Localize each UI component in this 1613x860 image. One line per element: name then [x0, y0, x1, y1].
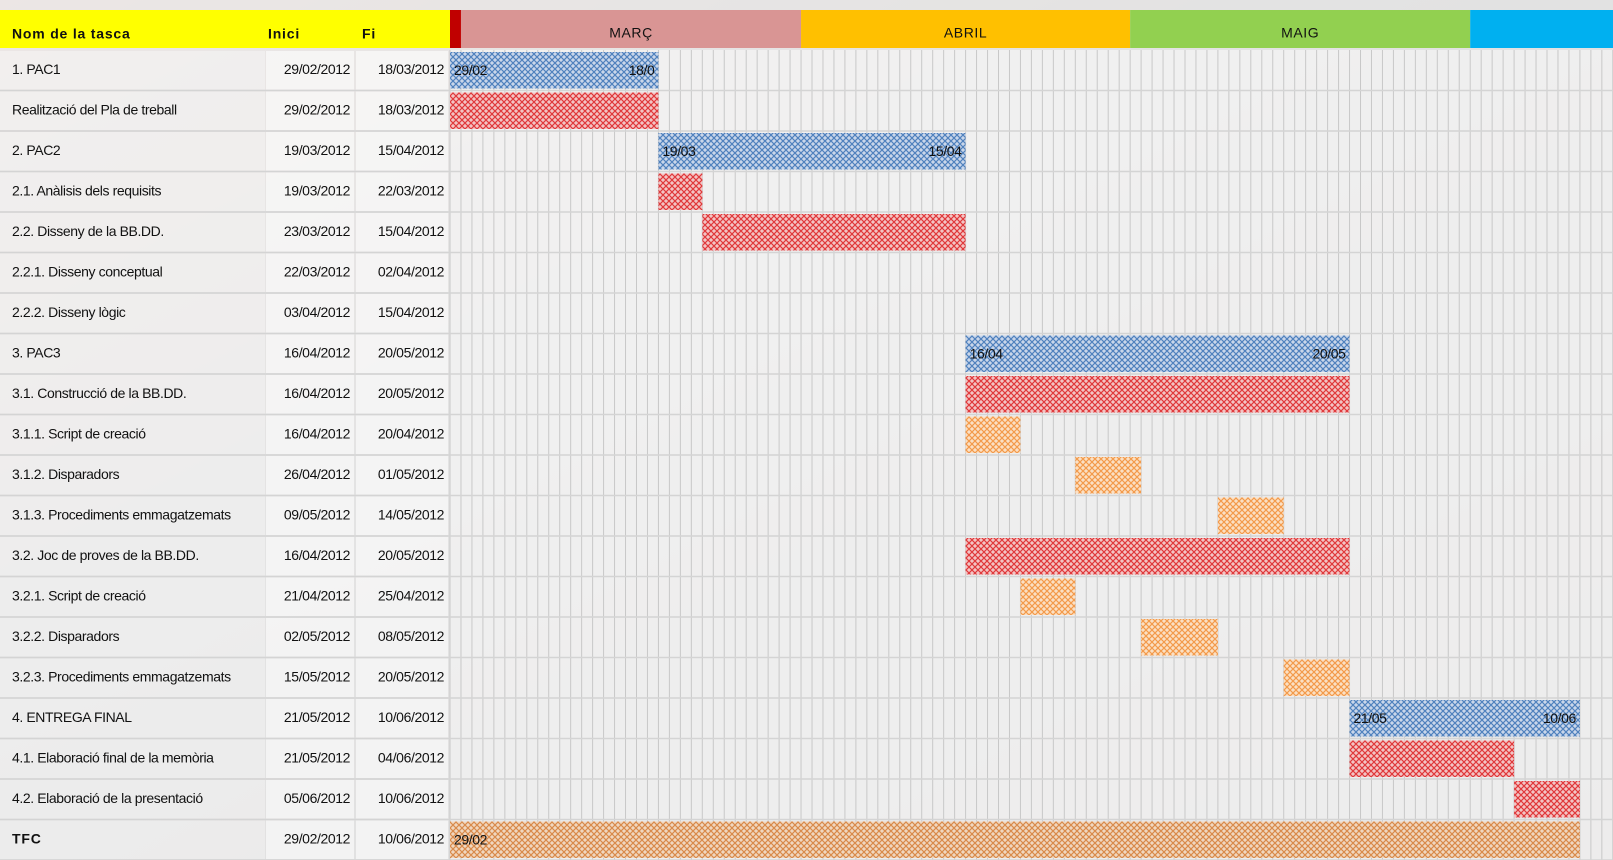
task-name: 4.1. Elaboració final de la memòria [12, 749, 214, 765]
task-name: 3. PAC3 [12, 344, 61, 360]
task-start: 29/02/2012 [284, 101, 351, 117]
task-name: 4.2. Elaboració de la presentació [12, 790, 203, 806]
task-start: 21/04/2012 [284, 587, 351, 603]
header-name: Nom de la tasca [12, 26, 131, 42]
task-bar [1075, 457, 1141, 494]
task-end: 04/06/2012 [378, 749, 445, 765]
task-start: 16/04/2012 [284, 344, 351, 360]
task-end: 18/03/2012 [378, 61, 445, 77]
task-start: 19/03/2012 [284, 142, 351, 158]
task-bar [1514, 781, 1580, 818]
task-bar [1284, 660, 1350, 697]
bar-label: 29/02 [454, 62, 488, 78]
task-name: 3.2.3. Procediments emmagatzemats [12, 668, 231, 684]
task-name: 3.1.2. Disparadors [12, 466, 120, 482]
task-end: 02/04/2012 [378, 263, 445, 279]
task-name: 2. PAC2 [12, 142, 61, 158]
month-band [1470, 10, 1613, 48]
task-start: 05/06/2012 [284, 790, 351, 806]
task-name: 2.2.1. Disseny conceptual [12, 263, 163, 279]
task-bar [966, 336, 1350, 373]
task-end: 18/03/2012 [378, 101, 445, 117]
task-name: TFC [12, 830, 42, 846]
task-name: Realització del Pla de treball [12, 101, 177, 117]
task-end: 15/04/2012 [378, 142, 445, 158]
task-start: 09/05/2012 [284, 506, 351, 522]
task-start: 15/05/2012 [284, 668, 351, 684]
task-start: 16/04/2012 [284, 425, 351, 441]
task-name: 3.2.1. Script de creació [12, 587, 146, 603]
task-name: 3.2. Joc de proves de la BB.DD. [12, 547, 199, 563]
month-label: ABRIL [944, 25, 987, 41]
header-start: Inici [268, 26, 300, 42]
task-name: 3.1. Construcció de la BB.DD. [12, 385, 186, 401]
task-end: 14/05/2012 [378, 506, 445, 522]
task-end: 10/06/2012 [378, 830, 445, 846]
task-end: 20/05/2012 [378, 344, 445, 360]
task-name: 3.1.3. Procediments emmagatzemats [12, 506, 231, 522]
gantt-chart: Nom de la tasca Inici Fi MARÇABRILMAIGJU… [0, 0, 1613, 860]
task-bar [1350, 741, 1515, 778]
task-bar [450, 822, 1580, 859]
task-start: 21/05/2012 [284, 749, 351, 765]
bar-label: 21/05 [1354, 710, 1388, 726]
task-bar [966, 376, 1350, 413]
task-bar [966, 538, 1350, 575]
task-name: 2.1. Anàlisis dels requisits [12, 182, 162, 198]
task-bar [1020, 579, 1075, 616]
task-start: 03/04/2012 [284, 304, 351, 320]
task-name: 4. ENTREGA FINAL [12, 709, 132, 725]
header-end: Fi [362, 26, 376, 42]
task-name: 3.2.2. Disparadors [12, 628, 120, 644]
task-start: 16/04/2012 [284, 385, 351, 401]
task-bar [966, 417, 1021, 454]
task-bar [1141, 619, 1218, 656]
bar-label: 16/04 [970, 345, 1004, 361]
task-end: 25/04/2012 [378, 587, 445, 603]
task-start: 29/02/2012 [284, 61, 351, 77]
bar-label: 29/02 [454, 831, 488, 847]
month-band [450, 10, 461, 48]
task-start: 22/03/2012 [284, 263, 351, 279]
task-end: 15/04/2012 [378, 223, 445, 239]
task-bar [658, 174, 702, 211]
task-end: 20/05/2012 [378, 385, 445, 401]
task-end: 10/06/2012 [378, 709, 445, 725]
bar-label: 15/04 [929, 143, 963, 159]
task-name: 2.2.2. Disseny lògic [12, 304, 126, 320]
task-end: 10/06/2012 [378, 790, 445, 806]
task-end: 20/05/2012 [378, 668, 445, 684]
page: Nom de la tasca Inici Fi MARÇABRILMAIGJU… [0, 0, 1613, 860]
month-label: MAIG [1281, 25, 1319, 41]
task-name: 2.2. Disseny de la BB.DD. [12, 223, 164, 239]
task-end: 20/05/2012 [378, 547, 445, 563]
task-start: 26/04/2012 [284, 466, 351, 482]
task-bar [658, 133, 965, 170]
month-label: MARÇ [609, 25, 653, 41]
bar-label: 19/03 [662, 143, 696, 159]
bar-label: 20/05 [1312, 345, 1346, 361]
task-start: 02/05/2012 [284, 628, 351, 644]
task-start: 19/03/2012 [284, 182, 351, 198]
task-end: 20/04/2012 [378, 425, 445, 441]
task-end: 22/03/2012 [378, 182, 445, 198]
task-name: 3.1.1. Script de creació [12, 425, 146, 441]
task-start: 29/02/2012 [284, 830, 351, 846]
task-bar [702, 214, 965, 251]
task-end: 08/05/2012 [378, 628, 445, 644]
task-bar [450, 93, 658, 130]
task-name: 1. PAC1 [12, 61, 61, 77]
task-end: 15/04/2012 [378, 304, 445, 320]
task-end: 01/05/2012 [378, 466, 445, 482]
bar-label: 10/06 [1543, 710, 1577, 726]
task-start: 16/04/2012 [284, 547, 351, 563]
task-bar [1218, 498, 1284, 535]
bar-label: 18/0 [629, 62, 655, 78]
task-start: 23/03/2012 [284, 223, 351, 239]
task-start: 21/05/2012 [284, 709, 351, 725]
